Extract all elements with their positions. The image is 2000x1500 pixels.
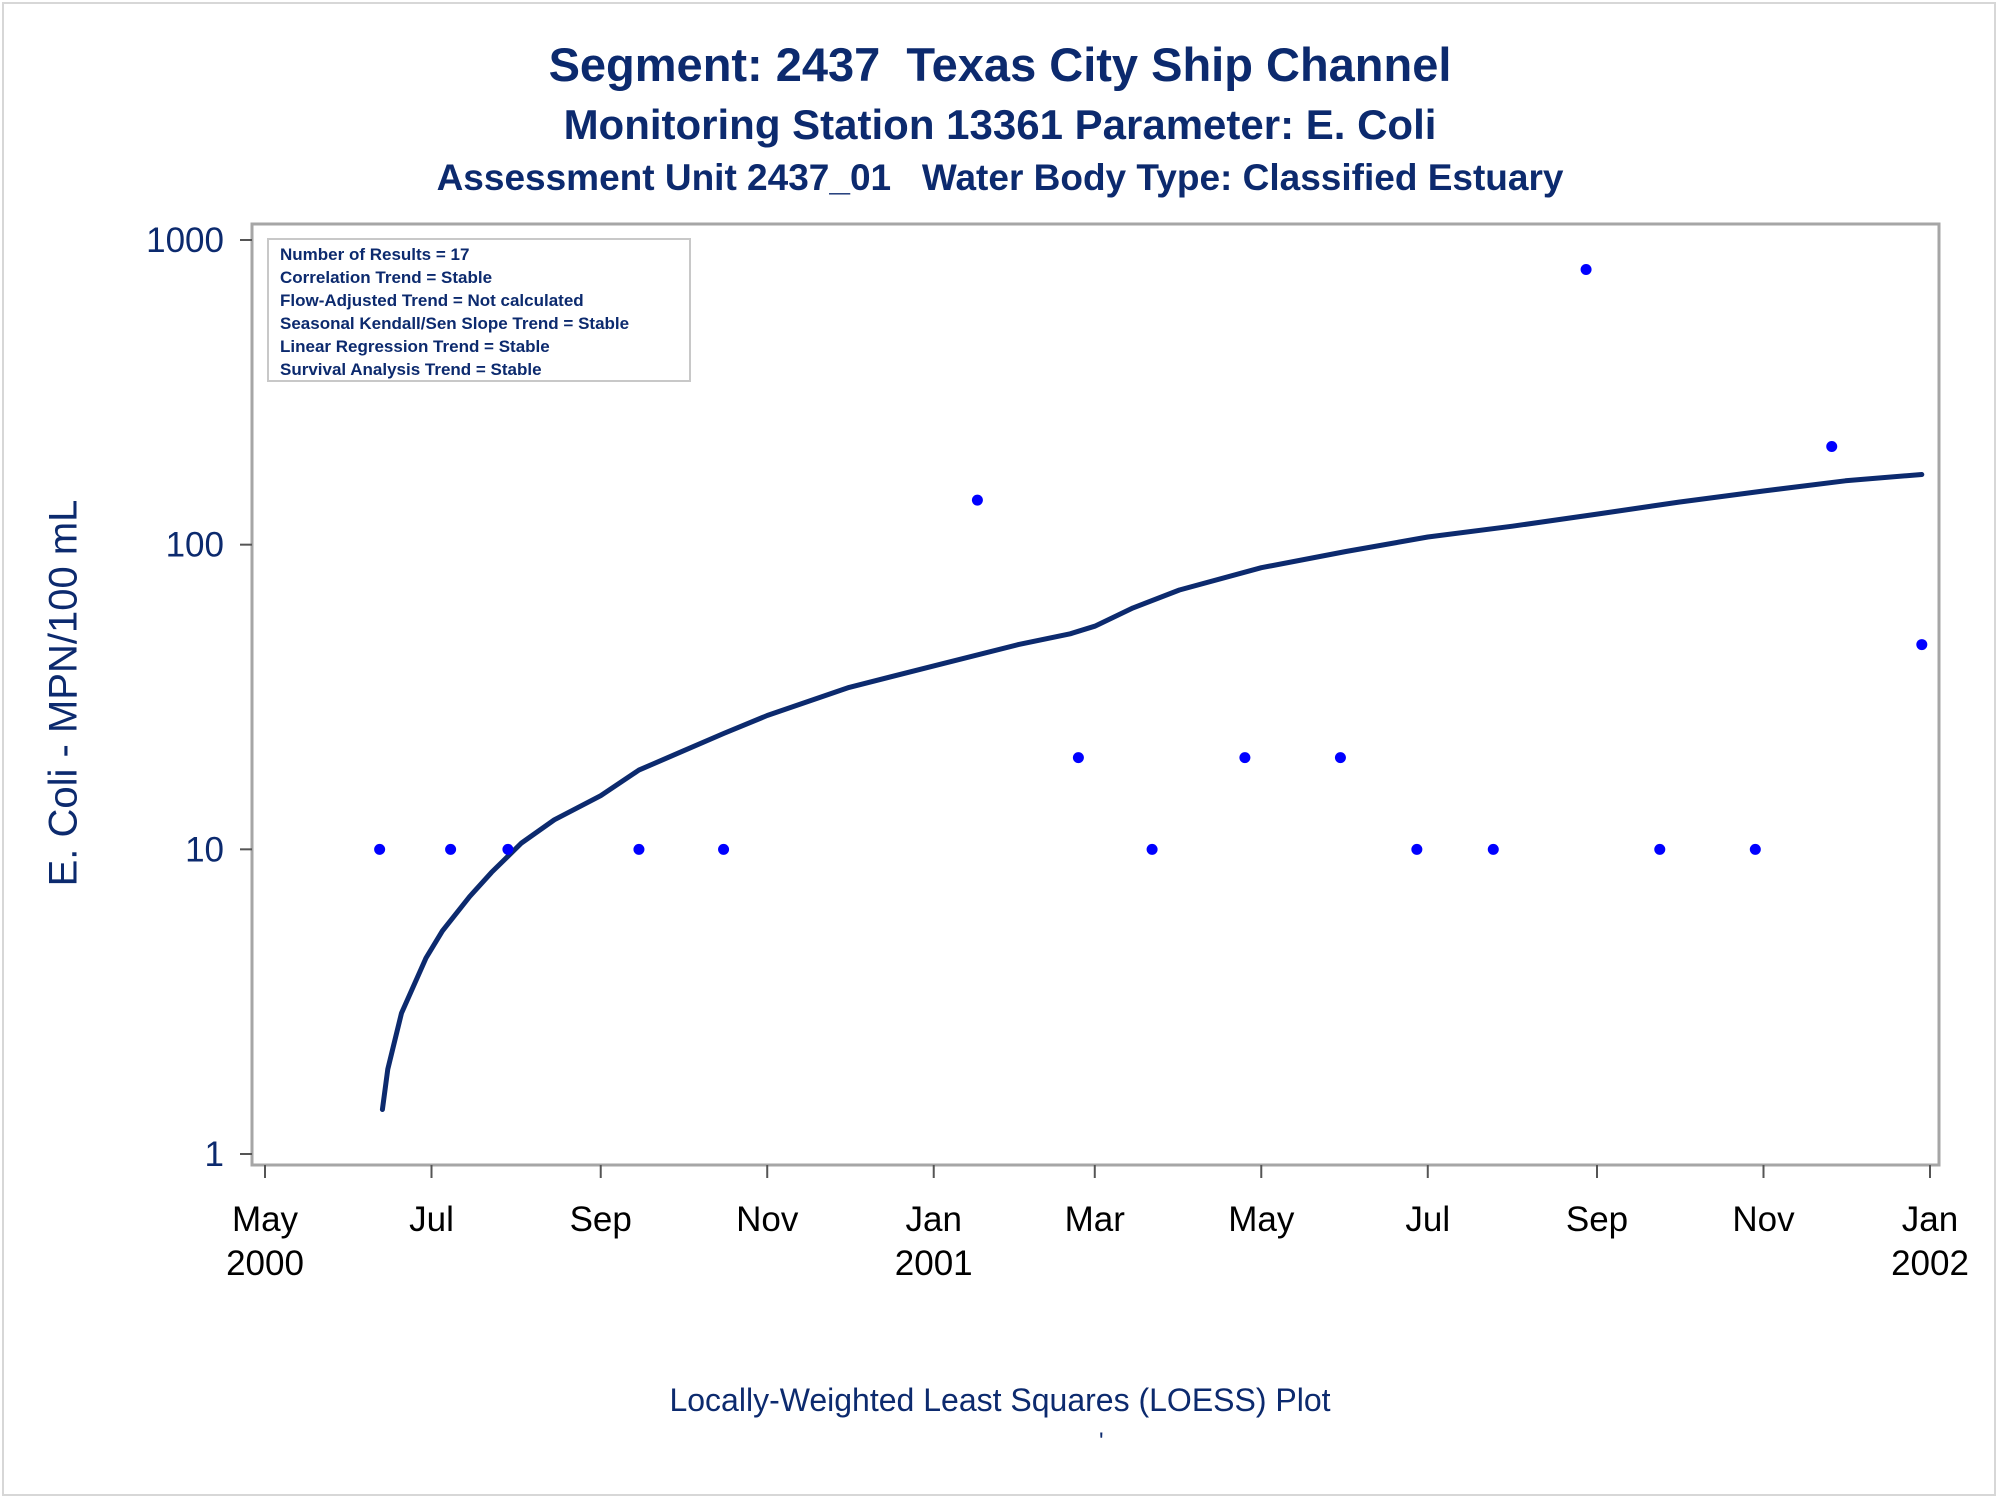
y-tick-label: 100 [166,526,224,565]
x-tick-label: Nov [736,1200,799,1239]
data-point [502,843,514,855]
x-tick-label: Jan [906,1200,962,1239]
data-point [1654,843,1666,855]
data-point [1239,752,1251,764]
stats-line: Linear Regression Trend = Stable [280,337,550,356]
x-tick-label: Jul [409,1200,454,1239]
data-point [1826,440,1838,452]
y-tick-label: 10 [185,830,224,869]
data-point [1487,843,1499,855]
x-tick-label: Mar [1065,1200,1126,1239]
data-point [1916,639,1928,651]
x-tick-label: Jan [1902,1200,1958,1239]
data-point [971,494,983,506]
x-tick-year-label: 2002 [1891,1244,1969,1283]
x-tick-label: May [1228,1200,1295,1239]
loess-line [379,472,1925,1112]
data-point [1334,752,1346,764]
y-tick-label: 1000 [146,221,224,260]
x-tick-label: May [232,1200,299,1239]
chart-subtitle-2: Assessment Unit 2437_01 Water Body Type:… [436,157,1564,198]
y-tick-label: 1 [205,1135,224,1174]
stats-line: Number of Results = 17 [280,245,469,264]
x-axis: May 2000 Jul Sep Nov Jan 2001 Mar May Jul Sep Nov Ja… [226,1165,1969,1283]
chart-subtitle: Monitoring Station 13361 Parameter: E. C… [563,101,1437,148]
data-point [633,843,645,855]
data-point [445,843,457,855]
stats-line: Flow-Adjusted Trend = Not calculated [280,291,584,310]
data-point [1072,752,1084,764]
x-tick-year-label: 2001 [895,1244,973,1283]
points-layer [374,264,1928,855]
data-point [1580,264,1592,276]
data-point [374,843,386,855]
data-point [1749,843,1761,855]
stats-line: Seasonal Kendall/Sen Slope Trend = Stabl… [280,314,629,333]
stats-box-border [267,238,691,382]
stats-line: Correlation Trend = Stable [280,268,492,287]
chart-title: Segment: 2437 Texas City Ship Channel [548,38,1452,91]
y-axis: 1 10 100 1000 [146,221,252,1174]
x-tick-label: Jul [1405,1200,1450,1239]
stats-legend-box: Number of Results = 17 Correlation Trend … [267,238,691,382]
x-tick-label: Sep [1566,1200,1628,1239]
x-tick-label: Nov [1732,1200,1795,1239]
data-point [718,843,730,855]
stats-line: Survival Analysis Trend = Stable [280,360,542,379]
footnote: Locally-Weighted Least Squares (LOESS) P… [669,1382,1331,1418]
x-tick-year-label: 2000 [226,1244,304,1283]
footnote-mark: ' [1099,1428,1104,1455]
data-point [1411,843,1423,855]
x-tick-label: Sep [570,1200,632,1239]
loess-layer [379,472,1925,1112]
data-point [1146,843,1158,855]
